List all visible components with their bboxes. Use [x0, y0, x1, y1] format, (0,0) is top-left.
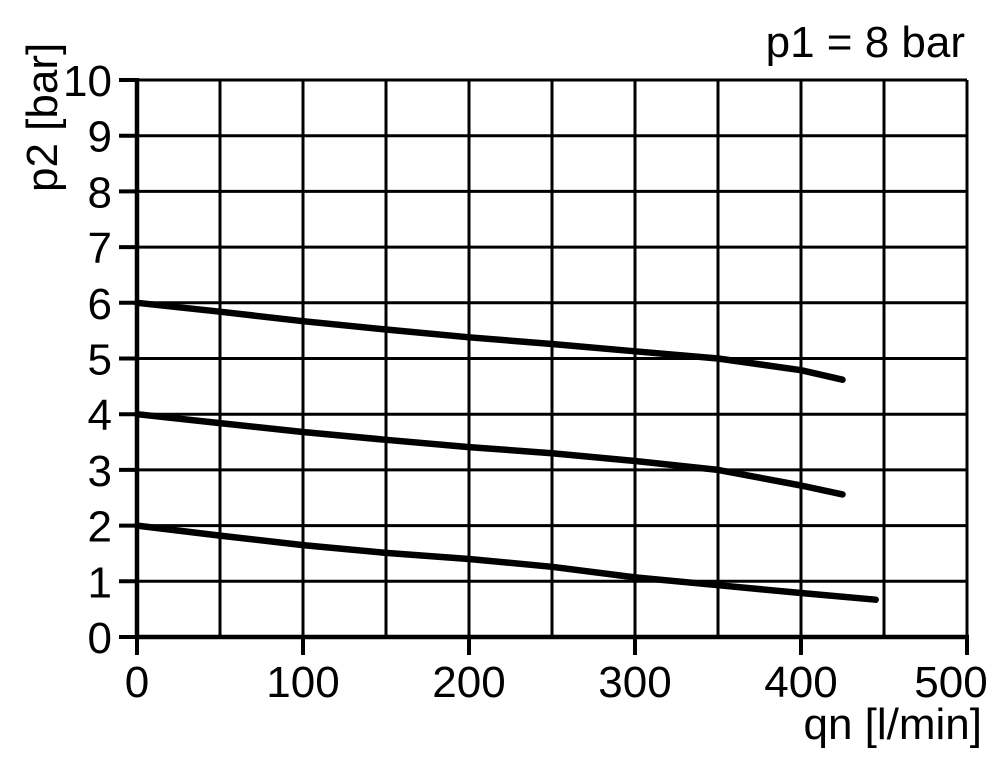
x-tick-label: 100: [266, 658, 339, 707]
grid-layer: [135, 78, 969, 639]
y-tick-label: 0: [88, 614, 112, 663]
x-tick-label: 300: [598, 658, 671, 707]
y-axis-label: p2 [bar]: [18, 43, 67, 192]
y-tick-label: 8: [88, 168, 112, 217]
x-tick-label: 0: [125, 658, 149, 707]
y-tick-label: 7: [88, 224, 112, 273]
tick-label-layer: 0 100 200 300 400 500 0 1 2 3 4 5 6 7 8 9 10: [63, 57, 988, 707]
axis-layer: [119, 78, 969, 655]
x-tick-label: 200: [432, 658, 505, 707]
y-tick-label: 4: [88, 391, 112, 440]
curve-p2-set-2-bar: [133, 522, 879, 603]
chart-title: p1 = 8 bar: [766, 18, 965, 67]
x-tick-label: 400: [764, 658, 837, 707]
y-tick-label: 10: [63, 57, 112, 106]
y-tick-label: 5: [88, 336, 112, 385]
curve-p2-set-4-bar: [133, 410, 846, 498]
curve-p2-set-6-bar: [133, 299, 846, 383]
y-tick-label: 3: [88, 447, 112, 496]
y-tick-label: 6: [88, 280, 112, 329]
y-tick-label: 2: [88, 503, 112, 552]
curve-layer: [133, 299, 879, 603]
x-tick-label: 500: [914, 658, 987, 707]
x-axis-label: qn [l/min]: [803, 700, 982, 749]
y-tick-label: 1: [88, 558, 112, 607]
y-tick-label: 9: [88, 113, 112, 162]
